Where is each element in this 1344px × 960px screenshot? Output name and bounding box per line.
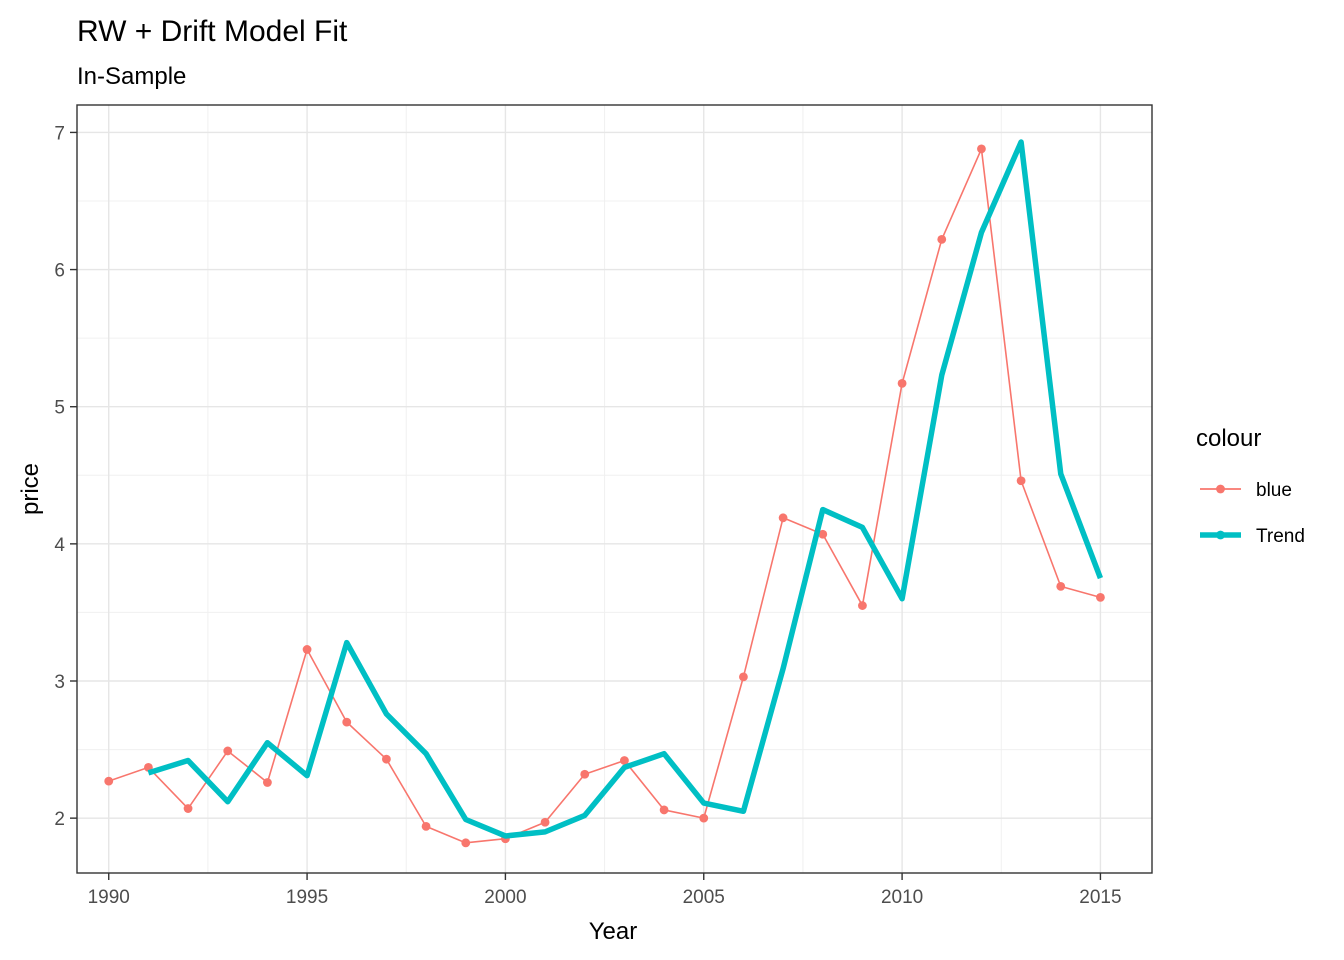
data-point-blue <box>858 601 867 610</box>
data-point-blue <box>540 817 550 827</box>
x-tick-label: 1990 <box>88 887 130 908</box>
data-point-blue <box>620 756 629 765</box>
data-point-blue <box>1056 581 1066 591</box>
y-axis-title: price <box>17 463 44 515</box>
series-layer <box>104 139 1105 848</box>
data-point-blue <box>977 144 986 154</box>
y-tick-label: 7 <box>54 123 65 144</box>
legend-entries: blue Trend <box>1200 480 1305 547</box>
series-line-blue <box>108 148 1101 844</box>
data-point-blue <box>659 805 669 815</box>
legend-key-point <box>1216 530 1225 540</box>
data-point-blue <box>778 513 788 523</box>
data-point-blue <box>1016 476 1026 486</box>
data-point-blue <box>382 754 391 764</box>
chart-subtitle: In-Sample <box>77 63 186 90</box>
legend-title: colour <box>1196 425 1261 452</box>
data-point-blue <box>1096 592 1105 602</box>
y-tick-label: 5 <box>54 398 65 419</box>
plot-panel <box>77 105 1152 873</box>
y-tick-label: 3 <box>54 672 65 693</box>
data-point-blue <box>263 778 272 787</box>
y-tick-label: 6 <box>54 261 65 282</box>
x-tick-label: 1995 <box>286 887 328 908</box>
data-point-blue <box>104 776 114 786</box>
data-point-blue <box>699 813 709 823</box>
legend-label-trend: Trend <box>1256 526 1305 547</box>
x-tick-label: 2005 <box>683 887 725 908</box>
data-point-blue <box>342 717 352 727</box>
data-point-blue <box>580 769 590 779</box>
legend-key-point <box>1216 484 1225 494</box>
data-point-blue <box>937 235 947 244</box>
panel-border <box>76 104 1153 874</box>
data-point-blue <box>461 838 471 848</box>
data-point-blue <box>421 821 431 831</box>
data-point-blue <box>183 804 193 813</box>
panel-background <box>77 105 1152 873</box>
legend: colour blue Trend <box>1196 425 1305 547</box>
x-axis: 1990 1995 2000 2005 2010 2015 <box>88 873 1122 908</box>
x-tick-label: 2000 <box>484 887 526 908</box>
x-tick-label: 2015 <box>1079 887 1121 908</box>
x-tick-label: 2010 <box>881 887 923 908</box>
data-point-blue <box>897 379 907 388</box>
data-point-blue <box>818 529 828 539</box>
y-tick-label: 2 <box>54 809 65 830</box>
y-tick-label: 4 <box>54 535 65 556</box>
data-point-blue <box>223 746 233 756</box>
y-axis: 2 3 4 5 6 7 <box>54 123 77 830</box>
chart-title: RW + Drift Model Fit <box>77 15 348 48</box>
legend-label-blue: blue <box>1256 480 1292 501</box>
data-point-blue <box>739 672 748 682</box>
series-line-trend <box>147 139 1104 839</box>
data-point-blue <box>302 645 312 654</box>
x-axis-title: Year <box>589 918 638 945</box>
